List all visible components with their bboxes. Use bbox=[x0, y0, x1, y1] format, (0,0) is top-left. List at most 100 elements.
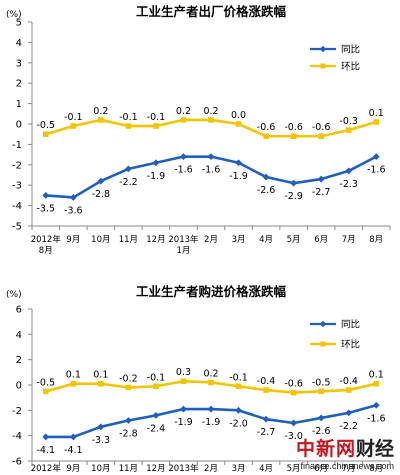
data-label: 0.1 bbox=[369, 370, 384, 381]
data-label: -0.6 bbox=[257, 122, 276, 133]
data-point bbox=[124, 417, 132, 424]
data-point bbox=[208, 117, 214, 123]
data-label: -2.6 bbox=[257, 185, 276, 196]
y-tick-label: 5 bbox=[16, 18, 22, 29]
x-tick-label: 2013年 bbox=[168, 234, 199, 245]
y-axis-unit: (%) bbox=[6, 10, 22, 20]
y-axis-unit: (%) bbox=[6, 290, 22, 300]
data-label: -2.6 bbox=[312, 426, 331, 437]
data-label: -2.0 bbox=[229, 418, 248, 429]
y-tick-label: 4 bbox=[16, 330, 22, 341]
data-point bbox=[125, 123, 132, 129]
data-point bbox=[345, 167, 353, 175]
legend-marker bbox=[319, 320, 327, 328]
data-point bbox=[124, 165, 132, 173]
data-point bbox=[262, 173, 270, 181]
y-tick-label: 6 bbox=[16, 305, 22, 316]
data-point bbox=[373, 119, 380, 125]
x-tick-label: 4月 bbox=[259, 235, 273, 245]
x-tick-label: 2012年 bbox=[31, 234, 62, 245]
x-tick-label: 12月 bbox=[146, 464, 165, 474]
legend-marker bbox=[320, 341, 326, 347]
data-point bbox=[180, 153, 187, 161]
data-point bbox=[180, 405, 187, 413]
data-label: -1.9 bbox=[174, 417, 193, 428]
data-label: 0.1 bbox=[66, 370, 81, 381]
data-label: -0.1 bbox=[64, 112, 83, 123]
y-tick-label: 0 bbox=[16, 120, 22, 131]
data-point bbox=[180, 378, 187, 384]
data-label: -0.4 bbox=[339, 376, 358, 387]
data-point bbox=[42, 131, 49, 137]
x-tick-label: 11月 bbox=[119, 464, 138, 474]
data-label: -2.2 bbox=[119, 177, 138, 188]
data-point bbox=[235, 159, 242, 167]
data-label: -1.9 bbox=[229, 171, 248, 182]
data-point bbox=[153, 383, 159, 390]
data-label: -2.7 bbox=[312, 187, 331, 198]
data-point bbox=[372, 401, 380, 409]
watermark-url: finance.chinanews.com bbox=[300, 461, 394, 471]
data-point bbox=[372, 153, 380, 161]
data-label: 0.2 bbox=[203, 106, 218, 117]
data-label: -0.6 bbox=[284, 379, 303, 390]
data-point bbox=[42, 388, 49, 395]
data-point bbox=[263, 133, 269, 140]
data-point bbox=[125, 384, 132, 391]
x-tick-label: 9月 bbox=[66, 235, 80, 245]
data-point bbox=[318, 133, 324, 140]
data-point bbox=[207, 405, 215, 413]
data-label: -0.3 bbox=[339, 116, 358, 127]
data-label: -2.9 bbox=[284, 191, 303, 202]
data-point bbox=[98, 380, 104, 387]
data-point bbox=[290, 419, 298, 427]
data-label: -0.1 bbox=[229, 372, 248, 383]
y-tick-label: 4 bbox=[16, 38, 22, 49]
data-point bbox=[208, 379, 214, 386]
y-tick-label: -1 bbox=[12, 140, 22, 151]
data-label: -2.8 bbox=[119, 428, 138, 439]
data-point bbox=[290, 389, 297, 396]
x-tick-label: 7月 bbox=[342, 235, 356, 245]
data-point bbox=[42, 192, 50, 199]
x-tick-label: 5月 bbox=[287, 235, 301, 245]
x-tick-label: 8月 bbox=[369, 235, 383, 245]
data-point bbox=[180, 117, 187, 123]
data-label: -0.5 bbox=[36, 120, 55, 131]
x-tick-label: 2月 bbox=[204, 464, 218, 474]
data-point bbox=[42, 433, 50, 441]
legend-label: 环比 bbox=[341, 339, 360, 351]
data-point bbox=[345, 409, 353, 417]
x-tick-label: 6月 bbox=[314, 464, 328, 474]
data-label: -0.6 bbox=[312, 122, 331, 133]
x-tick-label-sub: 8月 bbox=[39, 246, 53, 256]
data-point bbox=[318, 388, 324, 395]
data-point bbox=[345, 127, 352, 133]
data-label: -1.9 bbox=[202, 417, 221, 428]
data-label: -1.6 bbox=[367, 413, 386, 424]
data-point bbox=[97, 423, 105, 431]
chart-1: 工业生产者出厂价格涨跌幅(%)543210-1-2-3-4-52012年8月9月… bbox=[6, 4, 391, 256]
data-point bbox=[235, 121, 242, 127]
x-tick-label: 12月 bbox=[146, 235, 165, 245]
data-label: -0.2 bbox=[119, 374, 138, 385]
data-point bbox=[97, 177, 105, 185]
chart-title: 工业生产者出厂价格涨跌幅 bbox=[136, 4, 287, 19]
data-point bbox=[235, 383, 242, 390]
data-label: 0.3 bbox=[176, 367, 191, 378]
x-tick-label: 11月 bbox=[119, 235, 138, 245]
y-tick-label: -5 bbox=[12, 222, 22, 233]
data-label: -0.6 bbox=[284, 122, 303, 133]
x-tick-label: 9月 bbox=[66, 464, 80, 474]
y-tick-label: -3 bbox=[12, 181, 22, 192]
x-tick-label: 2013年 bbox=[168, 463, 199, 474]
data-label: -2.3 bbox=[339, 179, 358, 190]
x-tick-label: 6月 bbox=[314, 235, 328, 245]
y-tick-label: 1 bbox=[16, 99, 22, 110]
data-point bbox=[69, 194, 77, 201]
x-tick-label: 3月 bbox=[232, 235, 246, 245]
x-tick-label: 2012年 bbox=[31, 463, 62, 474]
data-label: -3.3 bbox=[92, 435, 111, 446]
data-point bbox=[70, 123, 77, 129]
y-tick-label: -4 bbox=[12, 201, 22, 212]
